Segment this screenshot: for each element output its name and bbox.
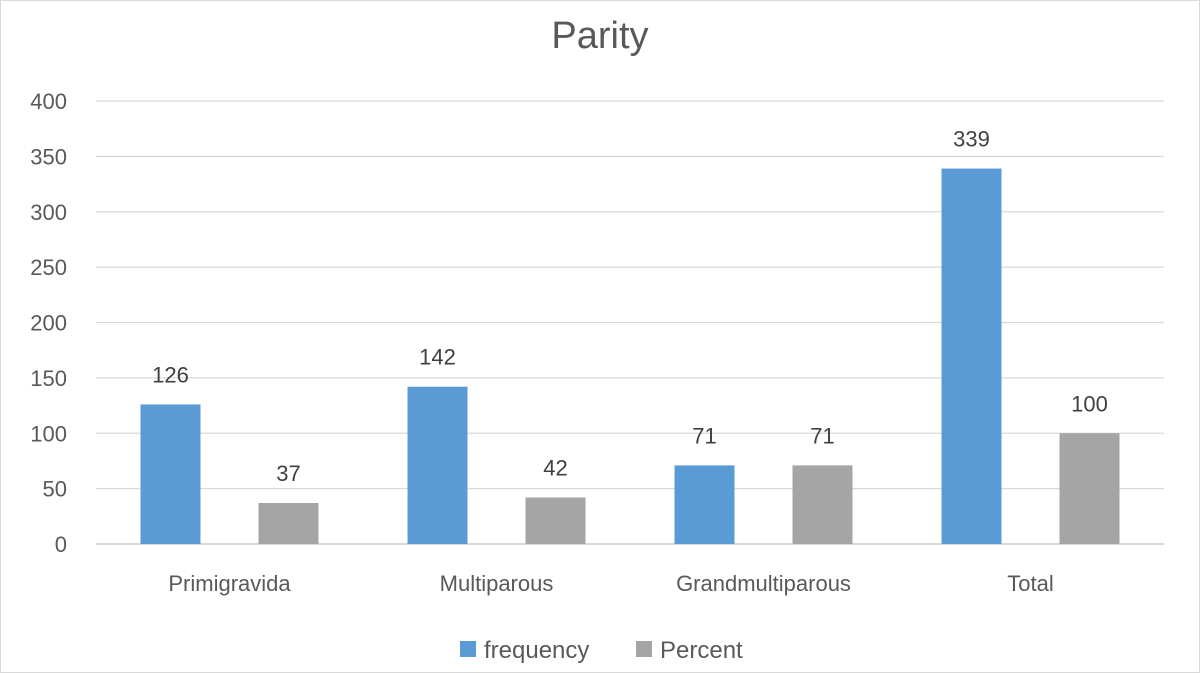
legend-swatch bbox=[636, 641, 652, 657]
data-label: 142 bbox=[419, 345, 456, 370]
bar-percent-total bbox=[1059, 433, 1120, 544]
data-label: 71 bbox=[692, 423, 716, 448]
data-label: 126 bbox=[152, 362, 189, 387]
y-tick-label: 150 bbox=[30, 366, 67, 391]
y-tick-label: 300 bbox=[30, 200, 67, 225]
bar-frequency-grandmultiparous bbox=[674, 465, 735, 544]
legend: frequency Percent bbox=[460, 637, 743, 664]
x-axis-categories: Primigravida Multiparous Grandmultiparous T… bbox=[168, 571, 1053, 596]
legend-label: Percent bbox=[660, 637, 743, 664]
y-tick-label: 200 bbox=[30, 311, 67, 336]
category-label: Total bbox=[1007, 571, 1053, 596]
legend-label: frequency bbox=[484, 637, 589, 664]
data-labels: 126 37 142 42 71 71 339 100 bbox=[152, 127, 1108, 486]
bar-frequency-multiparous bbox=[407, 386, 468, 544]
gridlines bbox=[96, 100, 1164, 545]
y-tick-label: 50 bbox=[43, 477, 67, 502]
bar-percent-grandmultiparous bbox=[792, 465, 853, 544]
bar-frequency-total bbox=[941, 168, 1002, 544]
bar-percent-multiparous bbox=[525, 497, 586, 544]
chart-title: Parity bbox=[551, 15, 648, 57]
bar-percent-primigravida bbox=[258, 503, 319, 544]
y-tick-label: 400 bbox=[30, 89, 67, 114]
y-tick-label: 350 bbox=[30, 144, 67, 169]
data-label: 71 bbox=[810, 423, 834, 448]
legend-swatch bbox=[460, 641, 476, 657]
data-label: 42 bbox=[543, 455, 567, 480]
category-label: Primigravida bbox=[168, 571, 291, 596]
bar-frequency-primigravida bbox=[140, 404, 201, 544]
data-label: 339 bbox=[953, 127, 990, 152]
data-label: 37 bbox=[276, 461, 300, 486]
y-tick-label: 0 bbox=[55, 532, 67, 557]
y-tick-label: 100 bbox=[30, 421, 67, 446]
data-label: 100 bbox=[1071, 391, 1108, 416]
category-label: Multiparous bbox=[440, 571, 554, 596]
y-axis-ticks: 0 50 100 150 200 250 300 350 400 bbox=[30, 89, 67, 557]
bars bbox=[140, 168, 1120, 544]
y-tick-label: 250 bbox=[30, 255, 67, 280]
category-label: Grandmultiparous bbox=[676, 571, 851, 596]
